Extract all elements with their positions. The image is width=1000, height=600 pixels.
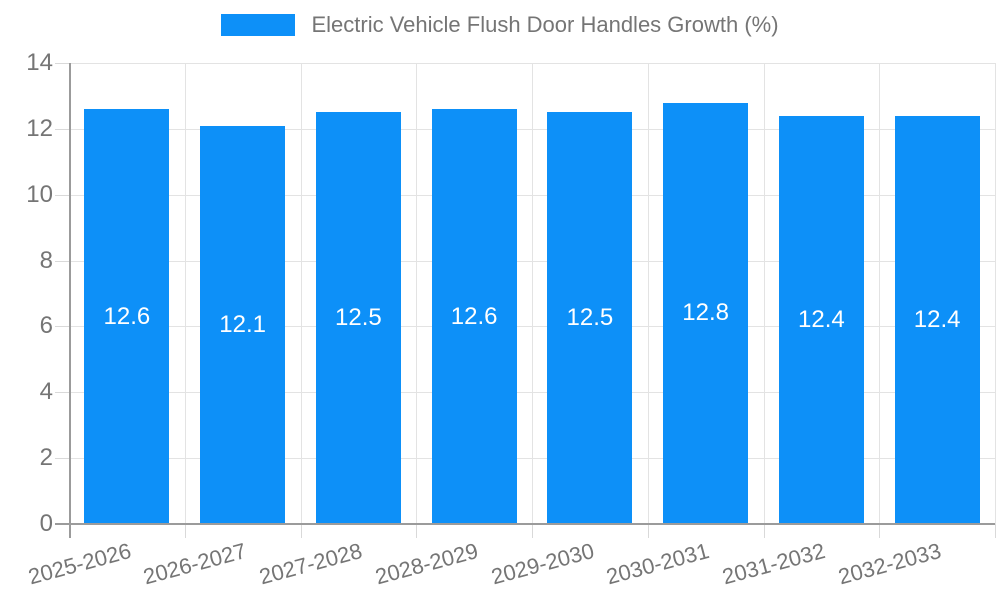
y-axis-tick-label: 14 [26, 49, 53, 76]
y-axis-tick-label: 12 [26, 114, 53, 142]
x-axis-tick-label: 2030-2031 [603, 538, 713, 590]
bar: 12.5 [547, 112, 633, 524]
x-axis-tick-label: 2026-2027 [140, 538, 250, 590]
x-tick-mark [300, 524, 302, 538]
gridline-vertical [647, 63, 649, 524]
gridline-vertical [416, 63, 418, 524]
x-axis-tick-label: 2031-2032 [719, 538, 828, 590]
x-axis-tick-label: 2027-2028 [256, 538, 365, 590]
x-tick-mark [184, 524, 186, 538]
bar: 12.4 [894, 115, 980, 524]
y-tick-mark [55, 326, 69, 328]
legend-label: Electric Vehicle Flush Door Handles Grow… [311, 12, 779, 37]
x-axis-tick-label: 2028-2029 [372, 538, 481, 590]
bar-value-label: 12.5 [566, 304, 614, 332]
gridline-vertical [879, 63, 881, 524]
bar-value-label: 12.4 [798, 305, 845, 333]
bar: 12.1 [200, 125, 286, 524]
bar-value-label: 12.1 [219, 310, 266, 338]
bar: 12.6 [431, 109, 517, 524]
x-axis-tick-label: 2025-2026 [25, 538, 134, 590]
x-tick-mark [879, 524, 881, 538]
y-tick-mark [55, 392, 69, 394]
x-tick-mark [763, 524, 765, 538]
y-tick-mark [55, 194, 69, 196]
y-tick-mark [55, 128, 69, 130]
gridline-vertical [995, 63, 996, 524]
y-axis-line [69, 63, 71, 538]
y-axis-tick-label: 8 [39, 246, 53, 274]
y-axis-tick-label: 2 [39, 444, 53, 472]
gridline-vertical [763, 63, 765, 524]
x-axis-line [55, 523, 995, 525]
plot-area: 12.6 12.1 12.5 12.6 12.5 12.8 12.4 12.4 [69, 63, 996, 524]
bar: 12.8 [663, 102, 749, 524]
bar: 12.6 [84, 109, 170, 524]
y-axis-tick-label: 6 [39, 312, 53, 340]
x-tick-mark [647, 524, 649, 538]
x-tick-mark [416, 524, 418, 538]
bar-value-label: 12.8 [682, 299, 729, 327]
bar: 12.4 [778, 115, 864, 524]
gridline-vertical [300, 63, 302, 524]
x-axis-tick-label: 2029-2030 [488, 538, 597, 590]
legend: Electric Vehicle Flush Door Handles Grow… [0, 12, 1000, 38]
bar-value-label: 12.6 [103, 302, 151, 330]
y-axis-tick-label: 4 [39, 378, 53, 406]
gridline-vertical [184, 63, 186, 524]
y-tick-mark [55, 260, 69, 262]
gridline-vertical [532, 63, 533, 524]
y-axis-tick-label: 0 [39, 510, 53, 537]
y-axis-tick-label: 10 [26, 180, 53, 208]
bar-value-label: 12.4 [913, 305, 961, 333]
bar: 12.5 [315, 112, 401, 524]
x-tick-mark [532, 524, 533, 538]
y-tick-mark [55, 63, 69, 64]
legend-swatch [221, 14, 296, 37]
bar-value-label: 12.6 [450, 302, 498, 330]
x-axis-tick-label: 2032-2033 [835, 538, 944, 590]
y-tick-mark [55, 458, 69, 460]
bar-value-label: 12.5 [335, 304, 382, 332]
x-tick-mark [995, 524, 996, 538]
